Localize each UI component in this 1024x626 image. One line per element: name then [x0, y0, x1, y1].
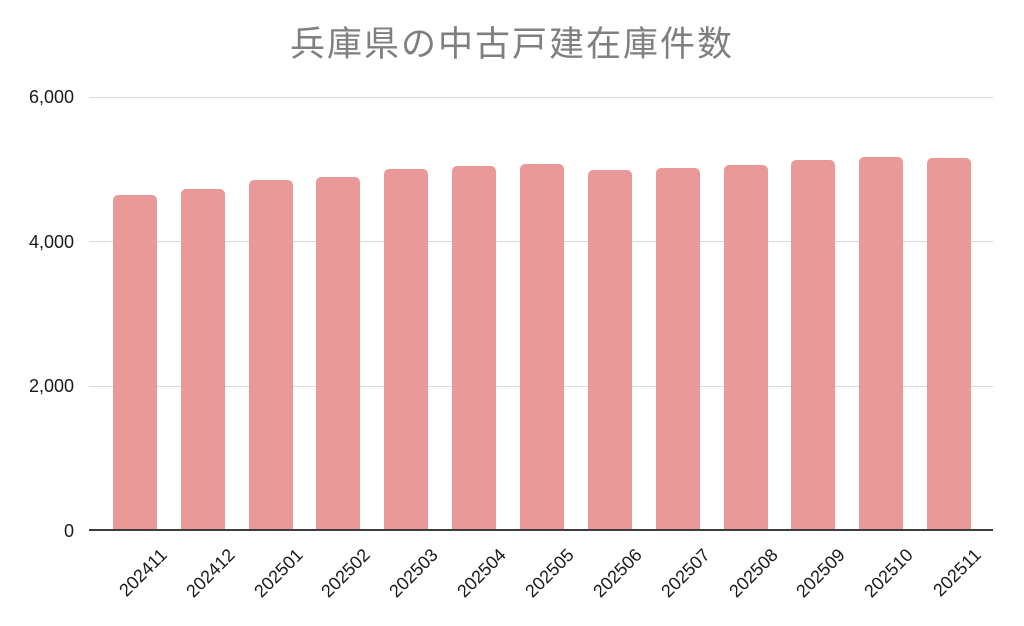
bar-202509 [791, 160, 836, 531]
bar-202504 [452, 166, 497, 531]
bar-202505 [520, 164, 564, 531]
plot-area [89, 96, 993, 531]
bar-202510 [859, 157, 904, 531]
bar-202411 [112, 195, 157, 531]
bar-202412 [180, 189, 225, 531]
bar-202503 [384, 169, 429, 531]
bar-202506 [587, 170, 632, 531]
y-axis-tick-label: 4,000 [28, 231, 74, 252]
chart-title: 兵庫県の中古戸建在庫件数 [289, 25, 734, 64]
bar-202507 [655, 168, 700, 531]
y-axis-tick-label: 6,000 [28, 87, 74, 107]
bar-202502 [316, 177, 361, 531]
y-axis-tick-label: 0 [63, 521, 74, 541]
y-axis-tick-label: 2,000 [28, 376, 74, 397]
bar-202501 [248, 180, 293, 531]
bar-202511 [927, 158, 972, 531]
x-axis-line [89, 529, 993, 531]
bar-202508 [723, 165, 768, 531]
gridline [89, 96, 993, 98]
